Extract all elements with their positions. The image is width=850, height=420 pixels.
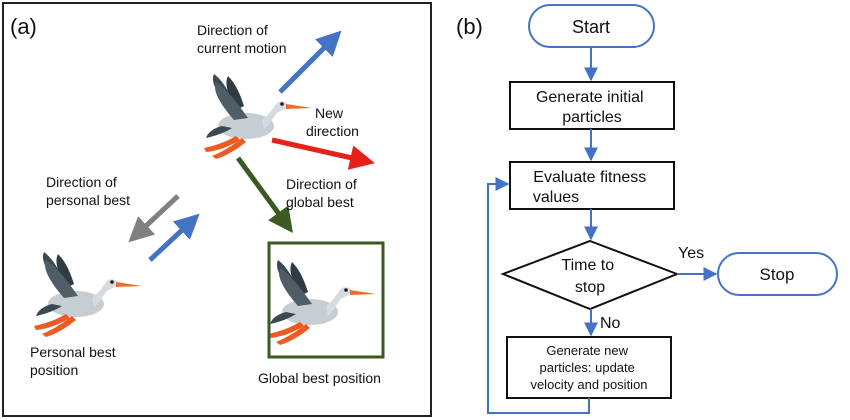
decision-label: Time to stop [561,257,618,296]
personal-best-arrow [128,194,180,243]
start-label: Start [572,17,610,37]
label-current-motion: Direction of current motion [197,22,286,56]
stork-icon [34,252,142,337]
new-direction-arrow [271,137,375,170]
stop-label: Stop [760,265,795,284]
yes-label: Yes [678,245,704,262]
evaluate-label: Evaluate fitness values [533,169,651,206]
current-motion-arrow [278,30,342,94]
label-personal-best-pos: Personal best position [30,344,120,378]
label-global-best-pos: Global best position [258,370,381,386]
panel-a-frame [2,2,432,417]
label-global-best-dir: Direction of global best [286,176,361,210]
update-box [506,336,672,399]
no-label: No [600,315,621,332]
global-best-arrow [235,156,293,234]
label-personal-best-dir: Direction of personal best [46,174,130,208]
label-new-direction: New direction [306,105,359,139]
panel-a-label: (a) [10,14,37,39]
global-best-box [267,241,385,359]
stork-icon [268,260,376,345]
flow-loop-back [487,177,590,414]
panel-b-label: (b) [456,14,483,39]
generate-label: Generate initial particles [536,89,648,126]
decision-diamond [500,239,680,311]
stop-terminal [717,252,838,296]
toward-personal-arrow [148,213,200,262]
update-label: Generate new particles: update velocity … [530,343,647,392]
